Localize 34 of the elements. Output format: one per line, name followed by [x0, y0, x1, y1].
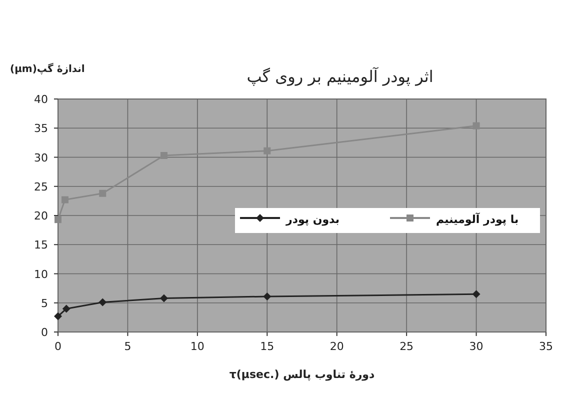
y-tick-label: 15 — [34, 238, 48, 252]
x-axis-title: دورهٔ تناوب پالس τ(μsec.) — [229, 368, 375, 381]
point — [160, 152, 168, 160]
legend-label: با پودر آلومینیم — [436, 212, 519, 226]
x-tick-label: 10 — [190, 340, 204, 353]
x-tick-label: 5 — [124, 340, 132, 353]
x-tick-label: 20 — [330, 340, 344, 353]
chart-title: اثر پودر آلومینیم بر روی گپ — [246, 66, 434, 86]
y-tick-label: 0 — [41, 326, 48, 339]
point — [472, 290, 480, 298]
x-tick-label: 30 — [469, 340, 484, 353]
y-tick-label: 25 — [34, 180, 48, 194]
x-tick-label: 25 — [400, 340, 414, 353]
y-tick-label: 40 — [34, 93, 48, 106]
legend-label: بدون پودر — [285, 213, 340, 226]
point — [54, 312, 62, 320]
y-tick-label: 10 — [34, 268, 48, 281]
point — [472, 122, 480, 130]
point — [264, 147, 271, 154]
x-tick-label: 15 — [260, 340, 274, 353]
y-tick-label: 30 — [34, 151, 48, 164]
point — [160, 294, 168, 302]
x-tick-label: 0 — [54, 340, 62, 353]
y-tick-label: 5 — [41, 296, 48, 310]
point — [62, 304, 70, 313]
x-tick-label: 35 — [539, 340, 553, 353]
point — [98, 298, 107, 306]
point — [99, 190, 106, 197]
y-tick-label: 20 — [34, 210, 48, 222]
y-tick-label: 35 — [34, 122, 48, 136]
point — [263, 292, 272, 300]
point — [54, 216, 62, 224]
y-axis-title: اندازهٔ گپ(μm) — [10, 62, 85, 75]
point — [61, 196, 68, 204]
